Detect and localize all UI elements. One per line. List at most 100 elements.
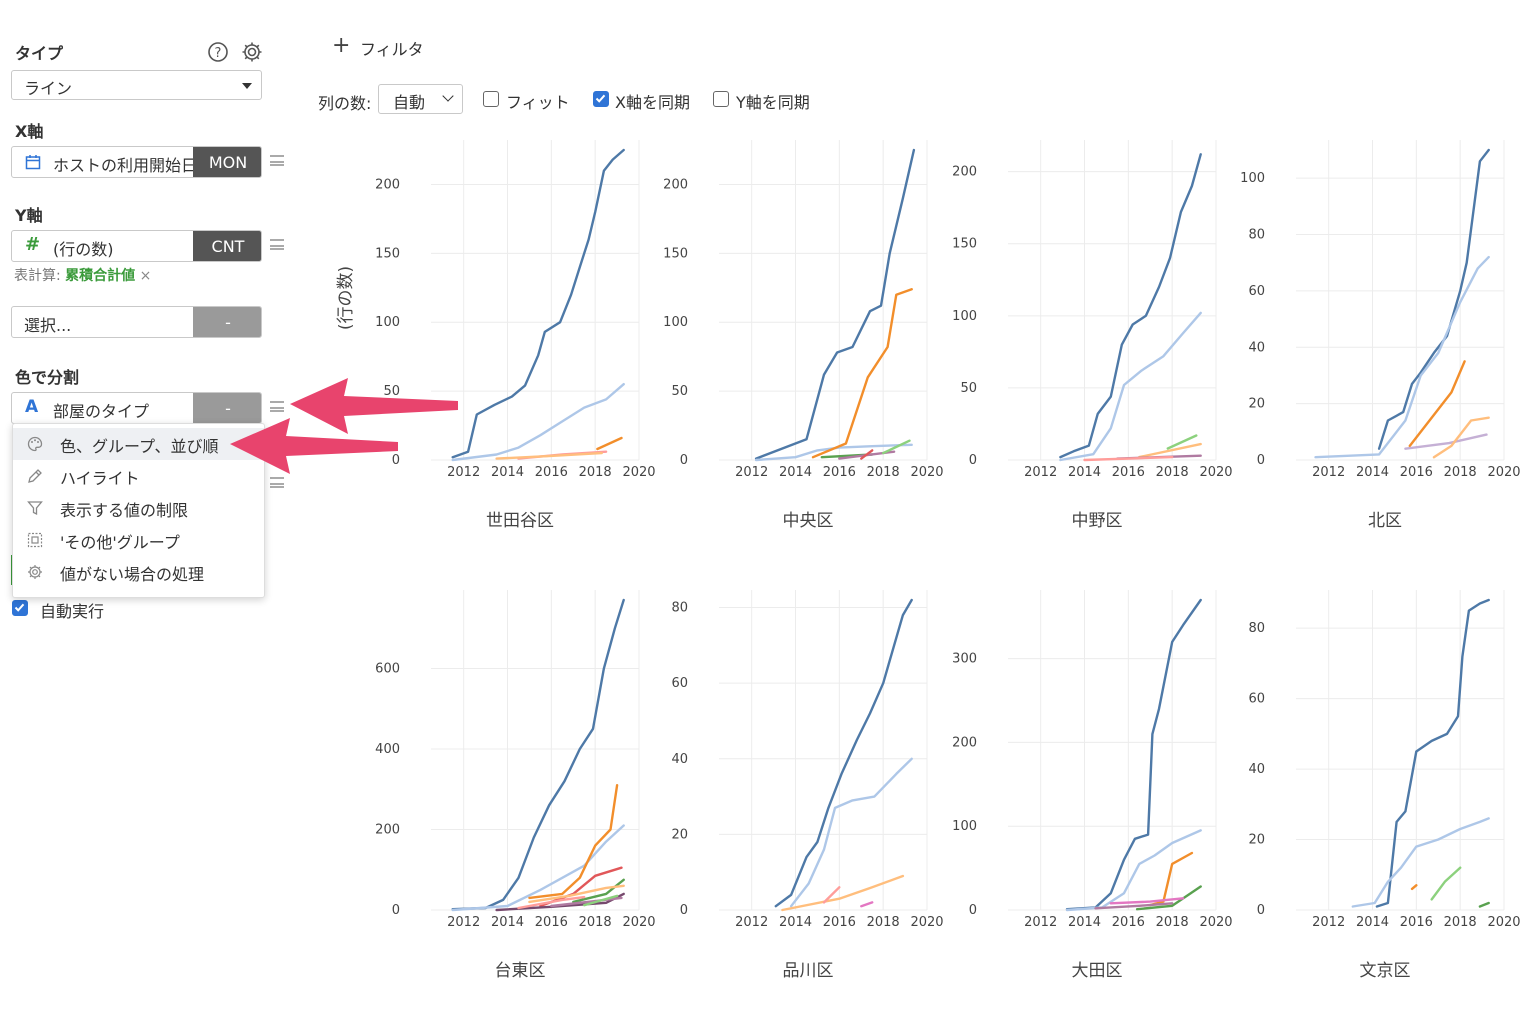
y-agg-badge[interactable]: CNT	[193, 231, 261, 261]
panel-3: 2012 2014 2016 2018 2020 0 50 100 150 200 中野区	[952, 140, 1233, 531]
y-tick-label: 40	[1248, 340, 1265, 355]
auto-run-label: 自動実行	[40, 602, 105, 621]
x-tick-label: 2018	[1156, 465, 1189, 480]
menu-item-limit-values[interactable]: 表示する値の制限	[13, 492, 264, 524]
series-line-6	[882, 439, 911, 455]
y-tick-label: 150	[663, 246, 688, 261]
series-line-4	[1138, 442, 1202, 459]
y-tick-label: 50	[960, 381, 977, 396]
color-agg-badge[interactable]: -	[193, 393, 261, 423]
series-line-7	[528, 884, 625, 904]
y-tick-label: 50	[671, 384, 688, 399]
y-tick-label: 100	[952, 819, 977, 834]
y-tick-label: 100	[1240, 171, 1265, 186]
chart-type-value: ライン	[24, 79, 73, 98]
table-calc-remove[interactable]: ×	[139, 268, 152, 284]
help-icon[interactable]: ?	[207, 41, 229, 67]
x-tick-label: 2016	[535, 465, 568, 480]
filter-icon	[27, 501, 43, 516]
series-line-6	[1083, 455, 1174, 462]
y-axis-field[interactable]: # (行の数) CNT	[11, 230, 262, 262]
series-line-1	[451, 148, 625, 459]
x-tick-label: 2016	[1112, 915, 1145, 930]
menu-item-highlight[interactable]: ハイライト	[13, 460, 264, 492]
panel-title: 文京区	[1360, 961, 1411, 981]
series-line-3	[781, 874, 905, 912]
menu-item-label: 表示する値の制限	[60, 501, 189, 520]
series-line-3	[1166, 434, 1198, 450]
y-tick-label: 40	[1248, 762, 1265, 777]
fit-checkbox[interactable]	[483, 91, 499, 107]
fit-label: フィット	[506, 93, 570, 112]
y-tick-label: 200	[375, 177, 400, 192]
y-tick-label: 0	[1257, 903, 1265, 918]
chart-type-select[interactable]: ライン	[11, 70, 262, 100]
series-line-5	[572, 878, 625, 904]
annotation-arrows	[230, 378, 458, 474]
series-line-2	[451, 824, 625, 912]
pen-icon	[28, 469, 42, 483]
x-tick-label: 2012	[735, 465, 768, 480]
x-tick-label: 2012	[1312, 465, 1345, 480]
y-tick-label: 20	[1248, 833, 1265, 848]
plus-icon: +	[332, 33, 351, 58]
x-tick-label: 2016	[823, 465, 856, 480]
sync-x-checkbox[interactable]	[593, 91, 609, 107]
x-tick-label: 2012	[735, 915, 768, 930]
x-tick-label: 2020	[1487, 915, 1520, 930]
panel-1: 2012 2014 2016 2018 2020 0 50 100 150 200 世田谷区	[375, 140, 656, 531]
y-tick-label: 60	[671, 676, 688, 691]
menu-item-missing-values[interactable]: 値がない場合の処理	[13, 556, 264, 588]
calendar-icon	[25, 154, 41, 174]
menu-item-other-group[interactable]: 'その他'グループ	[13, 524, 264, 556]
gear-icon[interactable]	[240, 40, 264, 68]
menu-item-color-group-order[interactable]: 色、グループ、並び順	[13, 428, 264, 460]
x-tick-label: 2014	[779, 915, 812, 930]
y-tick-label: 0	[1257, 453, 1265, 468]
x-agg-badge[interactable]: MON	[193, 147, 261, 177]
x-tick-label: 2014	[779, 465, 812, 480]
color-field-menu-icon[interactable]	[270, 401, 284, 412]
y-tick-label: 150	[952, 237, 977, 252]
series-line-3	[1408, 360, 1466, 448]
x-tick-label: 2014	[1068, 915, 1101, 930]
y-tick-label: 400	[375, 742, 400, 757]
x-tick-label: 2016	[1400, 915, 1433, 930]
x-tick-label: 2012	[447, 465, 480, 480]
extra-agg-badge[interactable]: -	[193, 307, 261, 337]
hidden-field-menu-icon[interactable]	[270, 477, 284, 488]
columns-value: 自動	[393, 93, 426, 112]
x-tick-label: 2018	[1444, 465, 1477, 480]
menu-item-label: ハイライト	[60, 469, 140, 488]
menu-item-label: 色、グループ、並び順	[60, 437, 219, 456]
y-tick-label: 200	[375, 822, 400, 837]
svg-text:?: ?	[215, 46, 222, 61]
series-line-2	[754, 443, 913, 462]
y-field-menu-icon[interactable]	[270, 239, 284, 250]
series-line-1	[1065, 598, 1202, 911]
y-tick-label: 200	[663, 177, 688, 192]
x-tick-label: 2014	[1068, 465, 1101, 480]
x-tick-label: 2018	[867, 465, 900, 480]
columns-select[interactable]: 自動	[378, 84, 463, 114]
x-field-menu-icon[interactable]	[270, 155, 284, 166]
text-type-icon: A	[25, 397, 39, 417]
x-tick-label: 2018	[867, 915, 900, 930]
auto-run-checkbox[interactable]	[12, 600, 28, 616]
x-field-name: ホストの利用開始日	[53, 156, 193, 175]
y-tick-label: 60	[1248, 284, 1265, 299]
series-line-5	[495, 451, 603, 460]
table-calc-value[interactable]: 累積合計値	[65, 268, 136, 284]
columns-label: 列の数:	[318, 94, 372, 113]
series-line-2	[451, 383, 625, 462]
extra-field-select[interactable]: 選択... -	[11, 306, 262, 338]
x-axis-label: X軸	[15, 122, 44, 141]
gear-icon	[28, 565, 42, 579]
sync-x-label: X軸を同期	[615, 93, 690, 112]
x-tick-label: 2012	[447, 915, 480, 930]
color-split-field[interactable]: A 部屋のタイプ -	[11, 392, 262, 424]
sync-y-checkbox[interactable]	[713, 91, 729, 107]
y-tick-label: 50	[383, 384, 400, 399]
x-axis-field[interactable]: ホストの利用開始日 MON	[11, 146, 262, 178]
